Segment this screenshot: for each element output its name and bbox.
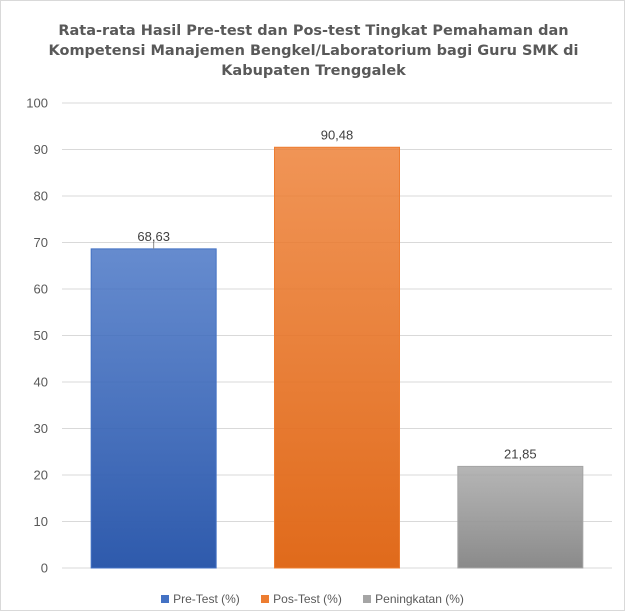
y-tick-label-60: 60 [34, 282, 48, 297]
y-tick-label-30: 30 [34, 421, 48, 436]
y-tick-label-40: 40 [34, 375, 48, 390]
bar-0 [90, 248, 217, 569]
y-tick-label-10: 10 [34, 514, 48, 529]
legend-item-pre-test: Pre-Test (%) [161, 592, 240, 606]
legend-label-peningkatan: Peningkatan (%) [375, 592, 464, 606]
legend-swatch-peningkatan [363, 595, 372, 603]
y-tick-label-70: 70 [34, 235, 48, 250]
legend-swatch-pre-test [161, 595, 170, 603]
legend-label-pre-test: Pre-Test (%) [173, 592, 240, 606]
y-tick-label-90: 90 [34, 142, 48, 157]
legend-item-pos-test: Pos-Test (%) [261, 592, 342, 606]
y-tick-label-50: 50 [34, 328, 48, 343]
chart-title: Rata-rata Hasil Pre-test dan Pos-test Ti… [41, 21, 586, 81]
legend-item-peningkatan: Peningkatan (%) [363, 592, 464, 606]
y-tick-label-20: 20 [34, 468, 48, 483]
y-tick-label-80: 80 [34, 189, 48, 204]
legend-swatch-pos-test [261, 595, 270, 603]
bar-2 [457, 465, 584, 569]
legend-label-pos-test: Pos-Test (%) [273, 592, 342, 606]
y-tick-label-0: 0 [41, 561, 48, 576]
chart-title-line-1: Rata-rata Hasil Pre-test dan Pos-test Ti… [58, 23, 569, 39]
y-tick-label-100: 100 [26, 96, 48, 111]
data-label-0: 68,63 [137, 229, 170, 244]
chart-legend: Pre-Test (%) Pos-Test (%) Peningkatan (%… [0, 592, 625, 606]
bar-1 [274, 146, 400, 569]
data-label-1: 90,48 [321, 127, 354, 142]
chart-title-line-2: Kompetensi Manajemen Bengkel/Laboratoriu… [48, 43, 579, 59]
data-label-2: 21,85 [504, 446, 537, 461]
chart-title-line-3: Kabupaten Trenggalek [221, 63, 406, 79]
